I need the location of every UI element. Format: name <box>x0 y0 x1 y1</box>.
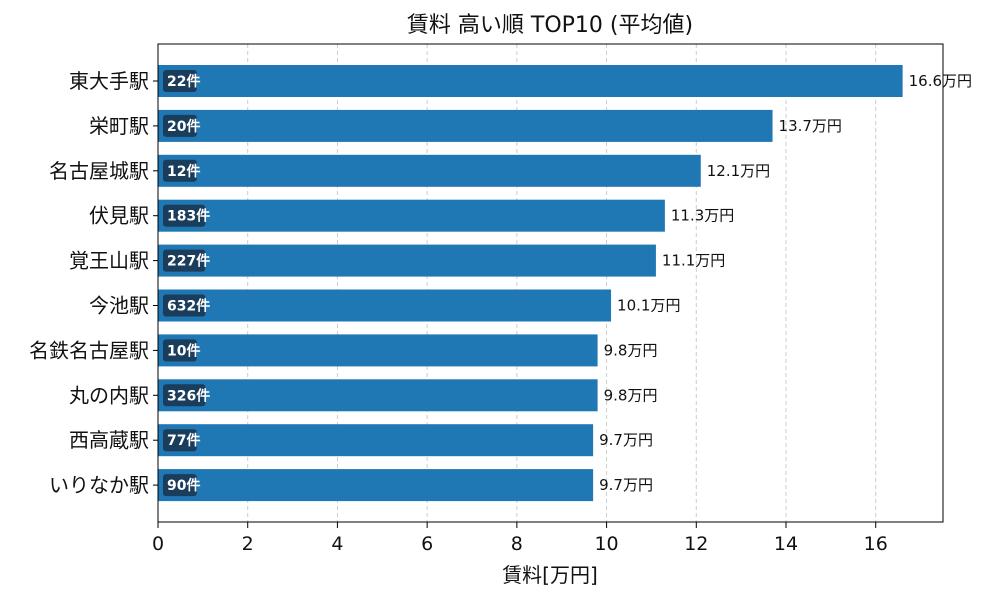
bar <box>158 334 598 367</box>
category-label: 丸の内駅 <box>69 383 149 407</box>
value-label: 10.1万円 <box>617 297 680 315</box>
x-tick-label: 12 <box>684 533 708 555</box>
count-badge <box>163 70 197 92</box>
x-tick-label: 6 <box>421 533 433 555</box>
value-label: 16.6万円 <box>909 72 972 90</box>
count-badge <box>163 474 197 497</box>
x-tick-label: 16 <box>864 533 888 555</box>
bar <box>158 244 656 277</box>
x-axis: 0 2 4 6 8 10 12 14 16 <box>152 522 888 555</box>
bar <box>158 379 598 412</box>
bar <box>158 469 594 502</box>
count-badge <box>163 384 206 407</box>
value-label: 9.7万円 <box>599 476 653 494</box>
category-label: 伏見駅 <box>89 204 149 228</box>
bar <box>158 289 612 322</box>
count-badge <box>163 429 197 452</box>
category-label: 覚王山駅 <box>69 249 149 273</box>
count-badge <box>163 249 206 272</box>
bars-group: 22件 16.6万円 20件 13.7万円 12件 12.1万円 183件 11.3万円 227… <box>158 65 972 502</box>
value-label: 9.8万円 <box>604 386 658 404</box>
bar <box>158 424 594 457</box>
category-label: 栄町駅 <box>89 114 149 138</box>
count-label: 12件 <box>167 163 200 180</box>
count-badge <box>163 159 197 182</box>
plot-frame <box>157 43 944 523</box>
count-label: 77件 <box>167 432 200 449</box>
x-tick-label: 4 <box>331 533 343 555</box>
x-tick-label: 0 <box>152 533 164 555</box>
value-label: 11.3万円 <box>671 207 734 225</box>
y-axis: 東大手駅栄町駅名古屋城駅伏見駅覚王山駅今池駅名鉄名古屋駅丸の内駅西高蔵駅いりなか… <box>29 69 158 497</box>
count-badge <box>163 204 206 227</box>
category-label: 西高蔵駅 <box>69 428 149 452</box>
x-tick-label: 2 <box>242 533 254 555</box>
category-label: いりなか駅 <box>49 473 149 497</box>
value-label: 11.1万円 <box>662 252 725 270</box>
category-label: 東大手駅 <box>69 69 149 93</box>
category-label: 今池駅 <box>89 294 149 318</box>
count-label: 227件 <box>167 253 210 270</box>
count-label: 326件 <box>167 387 210 404</box>
count-label: 90件 <box>167 477 200 494</box>
bar <box>158 65 903 97</box>
chart-title: 賃料 高い順 TOP10 (平均値) <box>407 13 693 38</box>
count-label: 10件 <box>167 342 200 359</box>
value-label: 12.1万円 <box>707 162 770 180</box>
x-tick-label: 14 <box>774 533 798 555</box>
count-label: 183件 <box>167 208 210 225</box>
count-badge <box>163 114 197 137</box>
count-badge <box>163 294 206 317</box>
x-tick-label: 10 <box>594 533 618 555</box>
category-label: 名古屋城駅 <box>49 159 149 183</box>
category-label: 名鉄名古屋駅 <box>29 338 149 362</box>
bar <box>158 199 665 232</box>
bar <box>158 109 773 142</box>
count-label: 22件 <box>167 73 200 90</box>
x-tick-label: 8 <box>511 533 523 555</box>
value-label: 13.7万円 <box>779 117 842 135</box>
value-label: 9.8万円 <box>604 341 658 359</box>
x-axis-label: 賃料[万円] <box>502 563 598 587</box>
value-label: 9.7万円 <box>599 431 653 449</box>
bar <box>158 154 701 187</box>
count-label: 20件 <box>167 118 200 135</box>
count-label: 632件 <box>167 298 210 315</box>
count-badge <box>163 339 197 362</box>
